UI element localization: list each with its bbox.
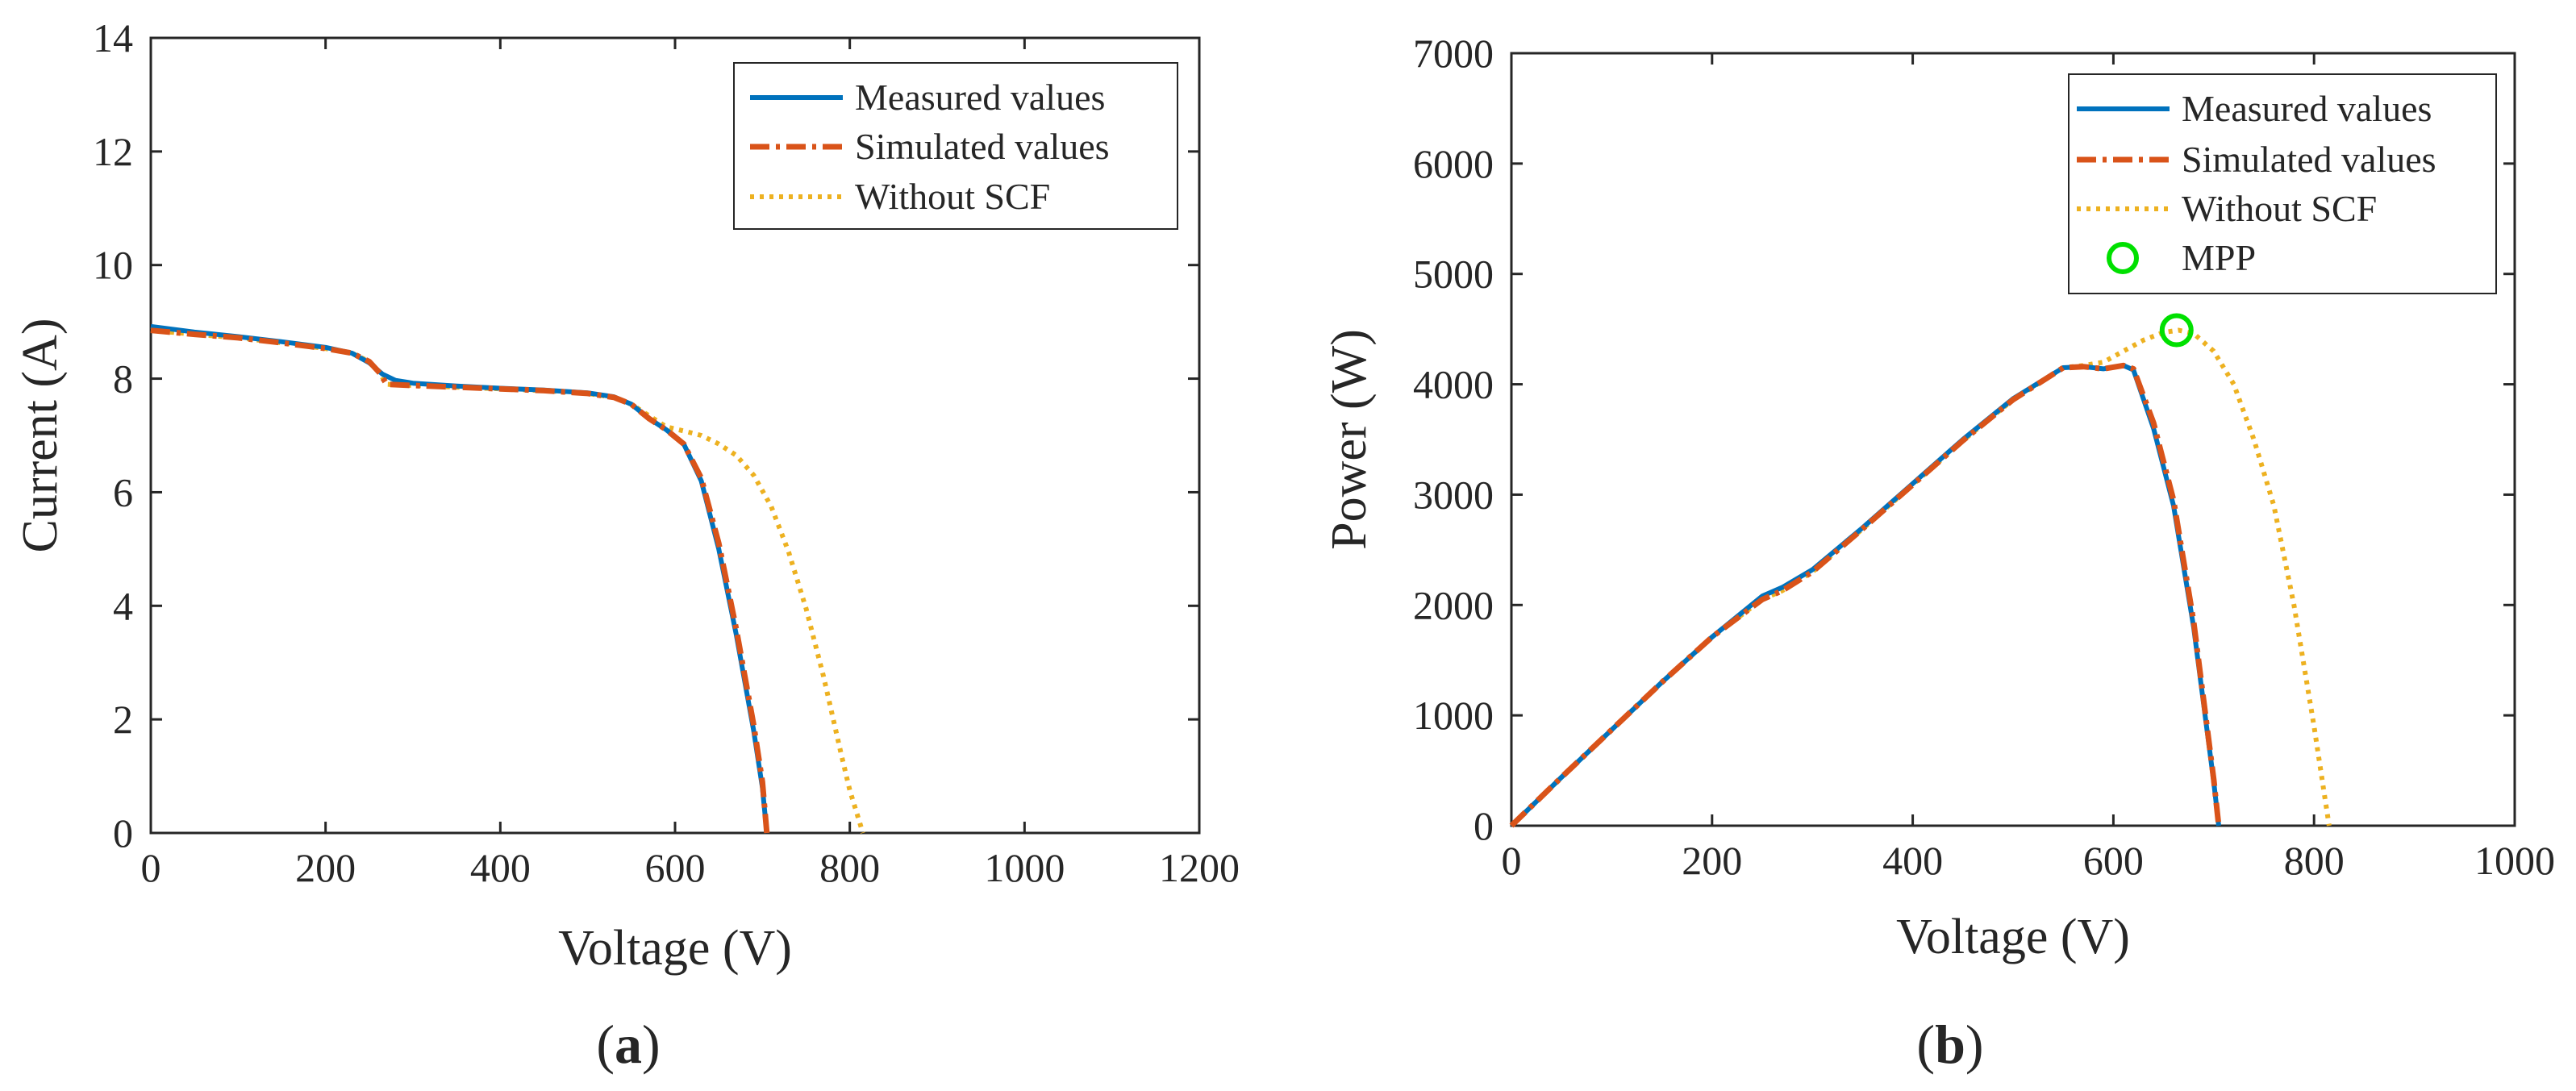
y-tick-label: 2	[113, 697, 133, 742]
x-tick-label: 800	[2284, 838, 2345, 883]
panel-a-legend: Measured values Simulated values Without…	[733, 62, 1178, 230]
panel-a-legend-label-simulated: Simulated values	[855, 126, 1110, 167]
panel-b-series	[1509, 313, 2332, 828]
y-tick-label: 14	[93, 15, 133, 60]
panel-a-x-axis-label: Voltage (V)	[558, 921, 792, 976]
x-tick-label: 400	[470, 845, 531, 890]
series-line-simulated-values	[1509, 362, 2222, 828]
y-tick-label: 5000	[1413, 252, 1494, 297]
x-tick-label: 200	[1682, 838, 1742, 883]
panel-a-legend-label-without-scf: Without SCF	[855, 176, 1050, 217]
panel-b-legend-label-simulated: Simulated values	[2182, 139, 2436, 180]
panel-a-caption: (a)	[596, 1014, 660, 1075]
panel-a-ticks: 0 200 400 600 800 1000 1200 0 2 4 6 8 10 12 14	[93, 15, 1240, 890]
panel-b-legend-swatch-mpp	[2107, 242, 2139, 274]
panel-b-legend-label-without-scf: Without SCF	[2182, 188, 2377, 229]
panel-a-series	[150, 323, 865, 834]
y-tick-label: 7000	[1413, 31, 1494, 76]
panel-b-ticks: 0 200 400 600 800 1000 0 1000 2000 3000 4000 5000 60…	[1413, 31, 2555, 883]
y-tick-label: 4000	[1413, 362, 1494, 407]
x-tick-label: 600	[645, 845, 706, 890]
panel-a-legend-box	[733, 62, 1178, 230]
x-tick-label: 0	[1502, 838, 1522, 883]
x-tick-label: 0	[141, 845, 161, 890]
y-tick-label: 0	[113, 810, 133, 856]
panel-b-legend-label-mpp: MPP	[2182, 237, 2256, 278]
y-tick-label: 3000	[1413, 472, 1494, 517]
y-tick-label: 6	[113, 469, 133, 514]
y-tick-label: 10	[93, 243, 133, 288]
panel-b-y-axis-label: Power (W)	[1322, 329, 1377, 550]
panel-a-legend-label-measured: Measured values	[855, 77, 1105, 118]
y-tick-label: 0	[1473, 803, 1494, 848]
x-tick-label: 200	[295, 845, 356, 890]
panel-b-legend-label-measured: Measured values	[2182, 88, 2432, 129]
panel-b-legend: Measured values Simulated values Without…	[2068, 73, 2497, 294]
y-tick-label: 1000	[1413, 693, 1494, 738]
panel-a-y-axis-label: Current (A)	[13, 319, 68, 553]
x-tick-label: 1200	[1159, 845, 1240, 890]
series-line-simulated-values	[150, 327, 770, 834]
panel-b-power-vs-voltage: 0 200 400 600 800 1000 0 1000 2000 3000 4000 5000 60…	[1322, 31, 2555, 1075]
y-tick-label: 4	[113, 583, 133, 628]
x-tick-label: 600	[2083, 838, 2144, 883]
y-tick-label: 12	[93, 129, 133, 174]
mpp-marker	[2159, 313, 2194, 348]
y-tick-label: 8	[113, 356, 133, 402]
x-tick-label: 1000	[2474, 838, 2555, 883]
x-tick-label: 400	[1882, 838, 1943, 883]
x-tick-label: 1000	[984, 845, 1065, 890]
panel-b-caption: (b)	[1916, 1014, 1983, 1075]
y-tick-label: 6000	[1413, 141, 1494, 186]
x-tick-label: 800	[819, 845, 880, 890]
y-tick-label: 2000	[1413, 582, 1494, 627]
panel-b-x-axis-label: Voltage (V)	[1896, 910, 2130, 964]
panel-a-current-vs-voltage: 0 200 400 600 800 1000 1200 0 2 4 6 8 10 12 14 Voltage…	[13, 15, 1240, 1075]
